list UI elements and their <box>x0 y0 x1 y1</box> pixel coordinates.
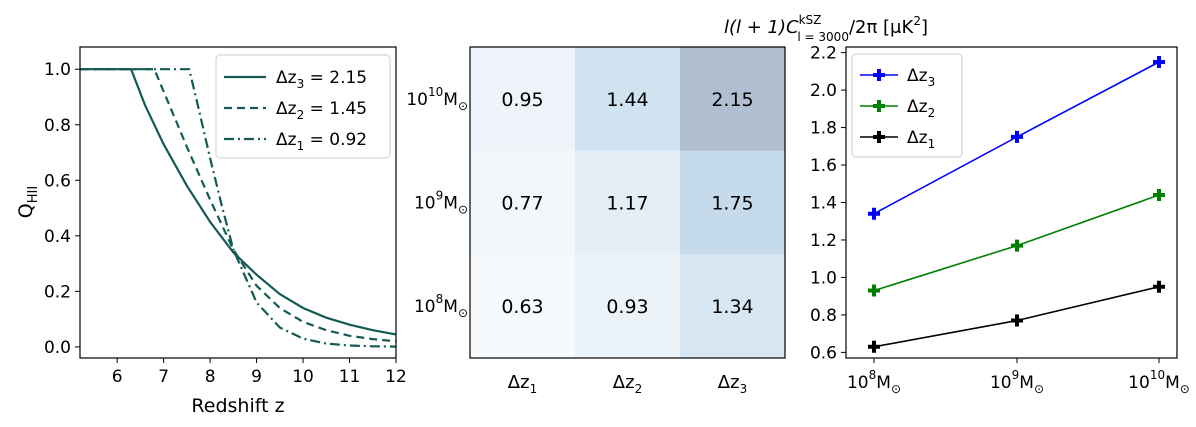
heatmap-cell <box>680 254 786 359</box>
kSZ-data-point <box>868 340 880 353</box>
heatmap-cell <box>680 150 786 255</box>
kSZ-data-point <box>1153 55 1165 68</box>
heatmap-cell-value: 0.93 <box>606 296 648 318</box>
heatmap-cell-value: 0.77 <box>501 193 543 215</box>
right-x-tick-label: 109M⊙ <box>990 368 1044 396</box>
left-legend-label: Δz2 = 1.45 <box>276 99 367 122</box>
kSZ-data-point <box>1011 314 1023 327</box>
right-y-tick-label: 1.8 <box>810 119 837 139</box>
right-y-tick-label: 2.2 <box>810 44 837 64</box>
right-x-ticks: 108M⊙ 109M⊙ 1010M⊙ <box>847 358 1190 396</box>
ionization-curve-2 <box>80 68 397 343</box>
left-y-tick-label: 1.0 <box>44 60 71 80</box>
left-x-tick-label: 6 <box>112 367 123 387</box>
left-legend-box <box>215 54 391 159</box>
right-legend: Δz3 Δz2 Δz1 <box>851 53 963 158</box>
heatmap-cell <box>575 254 681 359</box>
left-y-ticks: 0.0 0.2 0.4 0.6 0.8 1.0 <box>44 60 80 358</box>
heatmap-cell <box>470 150 576 255</box>
heatmap-cell-value: 2.15 <box>711 89 753 111</box>
right-y-tick-label: 0.6 <box>810 343 837 363</box>
heatmap-x-label: Δz1 <box>508 372 537 396</box>
left-y-tick-label: 0.8 <box>44 116 71 136</box>
right-y-tick-label: 0.8 <box>810 306 837 326</box>
right-y-ticks: 0.6 0.8 1.0 1.2 1.4 1.6 1.8 2.0 2.2 <box>810 44 846 363</box>
heatmap-cell-value: 0.63 <box>501 296 543 318</box>
kSZ-data-point <box>1011 239 1023 252</box>
heatmap-y-label: 109M⊙ <box>414 189 468 217</box>
heatmap-cell <box>575 47 681 152</box>
heatmap-cells: 0.95 1.44 2.15 0.77 1.17 1.75 0.63 0.93 1.34 <box>470 47 786 359</box>
ionization-curve-1 <box>80 68 397 348</box>
left-x-axis-label: Redshift z <box>191 395 284 417</box>
left-x-tick-label: 11 <box>339 367 361 387</box>
ionization-curves <box>80 68 397 348</box>
kSZ-data-point <box>1011 130 1023 143</box>
heatmap-y-labels: 1010M⊙ 109M⊙ 108M⊙ <box>406 85 468 320</box>
heatmap-x-labels: Δz1 Δz2 Δz3 <box>508 372 747 396</box>
heatmap-cell-value: 1.44 <box>606 89 648 111</box>
ionization-history-plot: 6 7 8 9 10 11 12 0.0 0.2 0.4 0.6 0.8 1.0 Redshift z… <box>15 46 407 417</box>
left-y-tick-label: 0.6 <box>44 171 71 191</box>
heatmap-cell-value: 1.34 <box>711 296 753 318</box>
right-legend-label: Δz2 <box>907 97 935 120</box>
kSZ-data-point <box>1153 189 1165 202</box>
left-y-tick-label: 0.2 <box>44 282 71 302</box>
left-x-ticks: 6 7 8 9 10 11 12 <box>112 358 407 387</box>
heatmap-y-label: 108M⊙ <box>414 292 468 320</box>
heatmap-cell <box>575 150 681 255</box>
left-legend-label: Δz3 = 2.15 <box>276 68 367 91</box>
right-legend-label: Δz1 <box>907 128 935 151</box>
right-x-tick-label: 1010M⊙ <box>1128 368 1190 396</box>
left-legend: Δz3 = 2.15 Δz2 = 1.45 Δz1 = 0.92 <box>215 54 391 159</box>
heatmap-x-label: Δz2 <box>613 372 642 396</box>
right-y-tick-label: 1.6 <box>810 156 837 176</box>
right-y-tick-label: 1.0 <box>810 268 837 288</box>
heatmap-y-label: 1010M⊙ <box>406 85 468 113</box>
left-x-tick-label: 7 <box>158 367 169 387</box>
heatmap-cell-value: 0.95 <box>501 89 543 111</box>
heatmap-cell-value: 1.17 <box>606 193 648 215</box>
kSZ-vs-mass-plot: 108M⊙ 109M⊙ 1010M⊙ 0.6 0.8 1.0 1.2 1.4 1.6 1.8 2.… <box>810 44 1190 396</box>
right-legend-marker <box>873 100 885 112</box>
left-y-tick-label: 0.0 <box>44 338 71 358</box>
right-y-tick-label: 1.2 <box>810 231 837 251</box>
ionization-curve-3 <box>80 68 397 336</box>
kSZ-data-point <box>1153 280 1165 293</box>
heatmap-cell <box>470 254 576 359</box>
left-y-axis-label: QHII <box>15 186 41 218</box>
kSZ-heatmap: l(l + 1)CkSZ l = 3000/2π [μK2] 0.95 1.44 2.… <box>406 13 928 396</box>
heatmap-frame <box>469 46 786 359</box>
right-legend-marker <box>873 131 885 143</box>
right-legend-marker <box>873 69 885 81</box>
left-y-tick-label: 0.4 <box>44 227 71 247</box>
right-y-tick-label: 2.0 <box>810 81 837 101</box>
heatmap-cell <box>470 47 576 152</box>
heatmap-title: l(l + 1)CkSZ l = 3000/2π [μK2] <box>724 13 928 44</box>
left-x-tick-label: 9 <box>251 367 262 387</box>
kSZ-data-point <box>868 284 880 297</box>
left-x-tick-label: 12 <box>385 367 407 387</box>
right-legend-label: Δz3 <box>907 66 935 89</box>
kSZ-data-point <box>868 207 880 220</box>
heatmap-cell <box>680 47 786 152</box>
right-y-tick-label: 1.4 <box>810 194 837 214</box>
kSZ-series <box>868 55 1165 353</box>
heatmap-cell-value: 1.75 <box>711 193 753 215</box>
heatmap-x-label: Δz3 <box>718 372 747 396</box>
right-x-tick-label: 108M⊙ <box>847 368 901 396</box>
left-legend-label: Δz1 = 0.92 <box>276 130 367 153</box>
left-x-tick-label: 8 <box>205 367 216 387</box>
left-x-tick-label: 10 <box>292 367 314 387</box>
left-plot-frame <box>79 46 397 359</box>
